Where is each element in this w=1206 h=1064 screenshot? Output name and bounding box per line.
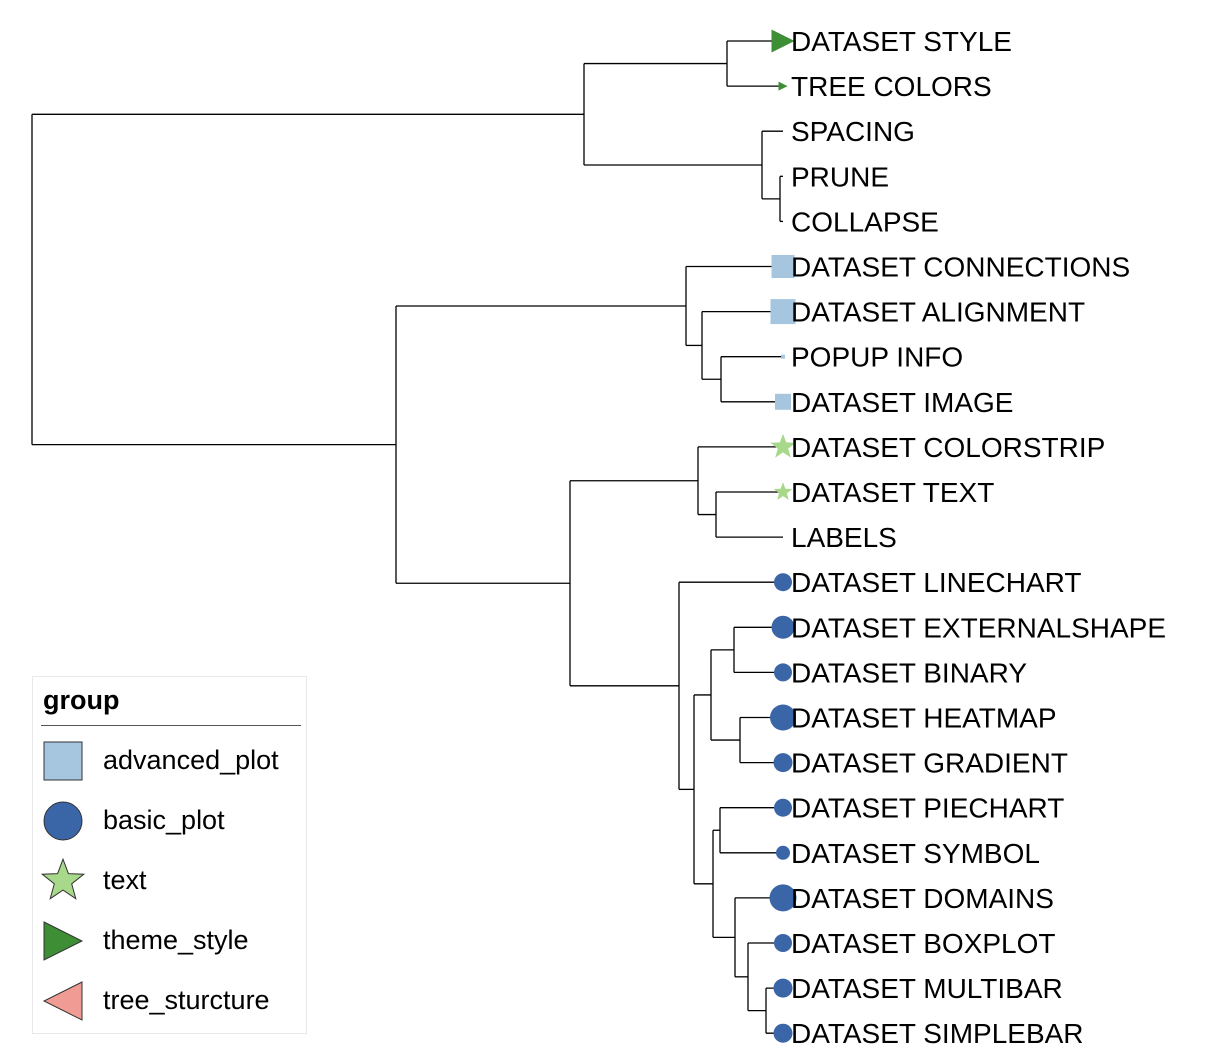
leaf-label: DATASET CONNECTIONS bbox=[791, 252, 1130, 283]
square-icon bbox=[43, 741, 83, 781]
circle-icon bbox=[776, 845, 790, 860]
legend-item-basic-plot: basic_plot bbox=[39, 797, 304, 847]
leaf-label: DATASET BINARY bbox=[791, 657, 1027, 688]
leaf-label: DATASET BOXPLOT bbox=[791, 928, 1056, 959]
leaf-label: DATASET COLORSTRIP bbox=[791, 432, 1105, 463]
circle-icon bbox=[773, 978, 793, 998]
circle-icon bbox=[774, 798, 792, 817]
legend-title: group bbox=[43, 685, 120, 715]
leaf-label: DATASET MULTIBAR bbox=[791, 973, 1063, 1004]
legend-item-text: text bbox=[39, 857, 304, 907]
legend-label: text bbox=[103, 865, 147, 895]
legend-key bbox=[43, 921, 84, 961]
leaf-label: COLLAPSE bbox=[791, 206, 939, 237]
legend-item-theme-style: theme_style bbox=[39, 917, 304, 967]
circle-icon bbox=[771, 615, 795, 639]
legend-divider bbox=[41, 725, 301, 726]
legend-label: tree_sturcture bbox=[103, 985, 270, 1015]
leaf-label: DATASET LINECHART bbox=[791, 567, 1081, 598]
legend-label: theme_style bbox=[103, 925, 249, 955]
legend-item-advanced-plot: advanced_plot bbox=[39, 737, 304, 787]
circle-icon bbox=[769, 884, 797, 912]
leaf-labels: DATASET STYLE TREE COLORS SPACING PRUNE COLL… bbox=[791, 26, 1166, 1049]
square-icon bbox=[781, 354, 785, 359]
leaf-label: POPUP INFO bbox=[791, 342, 963, 373]
leaf-label: DATASET PIECHART bbox=[791, 793, 1064, 824]
leaf-label: DATASET SIMPLEBAR bbox=[791, 1018, 1084, 1049]
leaf-label: DATASET GRADIENT bbox=[791, 748, 1068, 779]
tree-branches bbox=[31, 40, 783, 1034]
star-icon bbox=[770, 433, 796, 458]
leaf-label: SPACING bbox=[791, 116, 915, 147]
leaf-label: PRUNE bbox=[791, 161, 889, 192]
leaf-label: TREE COLORS bbox=[791, 71, 992, 102]
circle-icon bbox=[770, 704, 796, 731]
legend-key bbox=[42, 981, 83, 1021]
circle-icon bbox=[774, 663, 792, 682]
triangle-right-icon bbox=[778, 81, 788, 91]
leaf-symbols bbox=[769, 29, 797, 1043]
legend-item-tree-sturcture: tree_sturcture bbox=[39, 977, 304, 1027]
legend-key bbox=[43, 801, 83, 841]
legend-label: advanced_plot bbox=[103, 745, 279, 775]
square-icon bbox=[770, 299, 796, 325]
circle-icon bbox=[774, 573, 792, 592]
legend-key bbox=[40, 857, 86, 900]
leaf-label: DATASET TEXT bbox=[791, 477, 994, 508]
leaf-label: DATASET SYMBOL bbox=[791, 838, 1040, 869]
leaf-label: DATASET DOMAINS bbox=[791, 883, 1054, 914]
leaf-label: DATASET EXTERNALSHAPE bbox=[791, 612, 1166, 643]
square-icon bbox=[775, 393, 791, 410]
leaf-label: DATASET STYLE bbox=[791, 26, 1012, 57]
circle-icon bbox=[774, 934, 792, 952]
leaf-label: DATASET IMAGE bbox=[791, 387, 1013, 418]
star-icon bbox=[40, 857, 86, 900]
triangle-right-icon bbox=[43, 921, 84, 961]
square-icon bbox=[771, 255, 795, 278]
circle-icon bbox=[773, 753, 793, 773]
leaf-label: LABELS bbox=[791, 522, 897, 553]
legend-key bbox=[43, 741, 83, 781]
leaf-label: DATASET HEATMAP bbox=[791, 703, 1057, 734]
circle-icon bbox=[773, 1023, 793, 1043]
triangle-left-icon bbox=[42, 981, 83, 1021]
triangle-right-icon bbox=[771, 29, 795, 53]
star-icon bbox=[773, 482, 793, 500]
leaf-label: DATASET ALIGNMENT bbox=[791, 297, 1085, 328]
legend-label: basic_plot bbox=[103, 805, 225, 835]
circle-icon bbox=[43, 801, 83, 841]
